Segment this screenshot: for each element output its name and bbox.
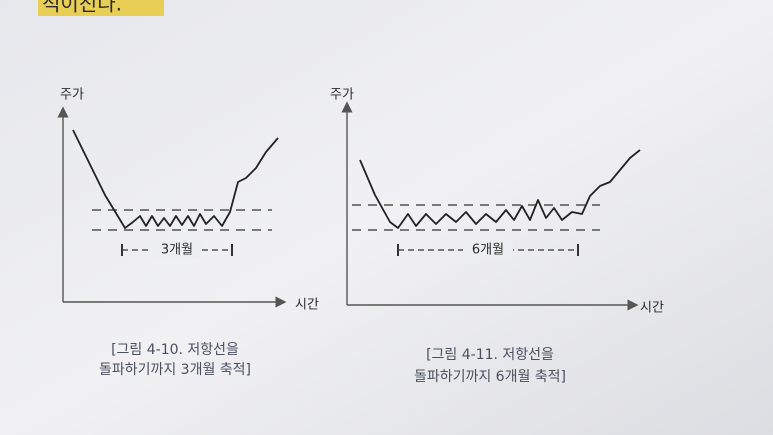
figure-1: 주가 시간 3개월 [그림 4-10. 저항선을 돌파하기까지 3개월 축적] xyxy=(57,88,319,378)
caption-line: 돌파하기까지 6개월 축적] xyxy=(414,369,566,385)
y-label: 주가 xyxy=(330,88,354,103)
span-bg xyxy=(152,241,202,259)
x-label: 시간 xyxy=(640,301,664,316)
price-curve xyxy=(72,129,279,229)
caption-line: 돌파하기까지 3개월 축적] xyxy=(99,362,251,378)
figure-2: 주가 시간 6개월 [그림 4-11. 저항선을 돌파하기까지 6개월 축적] xyxy=(330,88,664,386)
price-curve xyxy=(359,149,641,229)
caption-line: [그림 4-10. 저항선을 xyxy=(111,342,239,358)
y-label: 주가 xyxy=(60,88,84,103)
header-text: 적이진다. xyxy=(42,0,122,16)
span-bg xyxy=(463,241,513,259)
highlight xyxy=(38,0,164,16)
span-label: 6개월 xyxy=(472,243,504,258)
caption-line: [그림 4-11. 저항선을 xyxy=(426,347,554,363)
span-label: 3개월 xyxy=(161,243,193,258)
x-label: 시간 xyxy=(295,298,319,313)
